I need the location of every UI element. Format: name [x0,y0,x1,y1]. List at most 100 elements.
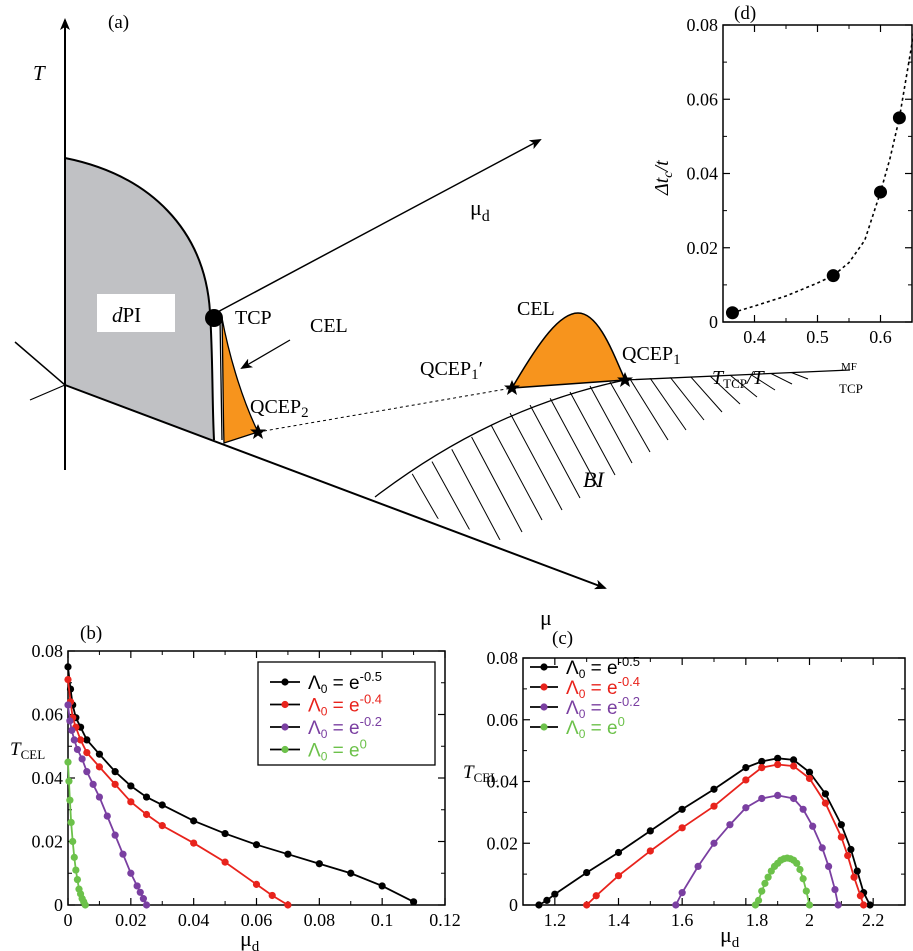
data-point-0 [847,845,855,854]
data-point-2 [825,862,833,871]
bi-label: BI [583,467,605,492]
data-point-1 [111,780,119,788]
data-point-1 [844,852,852,860]
data-point-2 [758,794,766,803]
data-point-3 [754,896,763,904]
data-point-1 [268,891,276,900]
y-tick-label: 0 [709,312,718,332]
panel-a-label: (a) [108,12,129,33]
data-point-0 [221,829,229,838]
white-gap-line [215,317,221,441]
y-tick-label: 0.06 [687,89,719,109]
qcep2-star [250,424,266,439]
data-point-1 [95,763,104,771]
x-tick-label: 0.1 [371,910,394,930]
legend-entry: Λ0 = e-0.4 [566,674,640,701]
data-point-0 [252,841,261,849]
x-tick-label: 0.6 [869,327,892,347]
series-line-1 [586,763,865,906]
x-tick-label: 0.12 [429,910,461,930]
data-point-1 [252,880,261,888]
data-point-3 [65,777,73,785]
x-tick-label: 1.6 [671,910,694,930]
data-point-2 [70,736,78,744]
data-point-3 [69,837,77,846]
panel-c-label: (c) [552,628,573,649]
y-axis-label: TCEL [10,739,45,762]
data-point-2 [742,804,750,812]
qcep1-star [617,372,633,387]
data-point-2 [789,794,798,803]
y-axis-label: Δtc/t [651,160,676,196]
data-point-1 [860,901,868,909]
data-point-2 [133,882,141,890]
y-axis-label: TCEL [463,762,498,785]
data-point-1 [221,858,229,866]
data-point-0 [646,827,654,835]
data-point-2 [818,844,826,852]
second-boundary [219,317,223,441]
legend-swatch-dot [281,700,289,709]
chart-panel-c: 0 0.02 0.04 0.06 0.08 1.2 1.4 1.6 2 2.2 (c) TCEL μd 1… [463,628,906,951]
x-tick-label: 0.02 [115,910,147,930]
cel-region-right [510,312,627,389]
data-point-0 [347,869,355,877]
phase-diagram-panel-a: (a) T μd μ dPI BI TCP CEL CEL QCEP2 QCEP… [14,12,851,630]
data-point-0 [678,805,686,813]
data-point-0 [158,801,166,809]
data-point-3 [64,758,72,766]
mu-axis-label: μ [540,605,552,630]
data-point-3 [761,879,769,887]
plot-frame [722,24,913,323]
data-point-0 [315,860,323,868]
data-point-0 [64,663,72,671]
cel-right-label: CEL [517,298,555,320]
x-tick-label: 0.06 [241,910,273,930]
data-point-1 [856,892,865,900]
x-tick-label: 2 [805,910,814,930]
data-point-0 [551,890,559,898]
data-point-1 [142,810,151,819]
data-point-2 [809,822,817,830]
data-point-2 [139,895,147,903]
tcp-label: TCP [235,307,272,329]
legend-swatch-dot [540,703,548,711]
legend-entry: Λ0 = e-0.2 [566,694,640,721]
data-point-0 [83,736,91,744]
data-point-2 [710,839,718,847]
data-point-1 [742,776,750,784]
data-point-2 [64,701,72,709]
data-point [874,185,887,199]
legend-swatch-dot [281,745,289,754]
data-point-2 [103,812,111,820]
data-point-2 [68,726,76,734]
qcep1-label: QCEP1 [622,343,681,368]
series-line-0 [538,757,871,906]
data-point-1 [592,892,600,900]
x-axis-label: TTCP/T [712,367,766,391]
data-point-2 [726,821,734,829]
data-point-3 [802,887,810,895]
data-point-3 [793,859,801,867]
data-point-2 [119,850,127,858]
dpi-label: dPI [112,303,141,327]
x-tick-label: 2.2 [862,910,885,930]
y-tick-label: 0.02 [687,238,719,258]
data-point-0 [614,848,623,857]
legend-entry: Λ0 = e-0.5 [566,654,640,681]
t-axis-label: T [33,61,46,85]
legend-entry: Λ0 = e0 [566,714,625,741]
data-point-2 [66,717,74,725]
chart-panel-d: 0 0.02 0.04 0.06 0.08 0.4 0.5 0.6 (d) Δtc/t TTCP/T… [651,3,913,396]
y-tick-label: 0.06 [32,705,64,725]
data-point-0 [821,790,830,798]
mu-axis [64,384,607,590]
data-point-2 [89,780,97,788]
x-tick-label: 1.8 [746,910,769,930]
data-point-1 [614,872,623,880]
data-point-2 [694,862,702,871]
data-point-1 [83,749,91,757]
legend-swatch-dot [540,683,548,691]
